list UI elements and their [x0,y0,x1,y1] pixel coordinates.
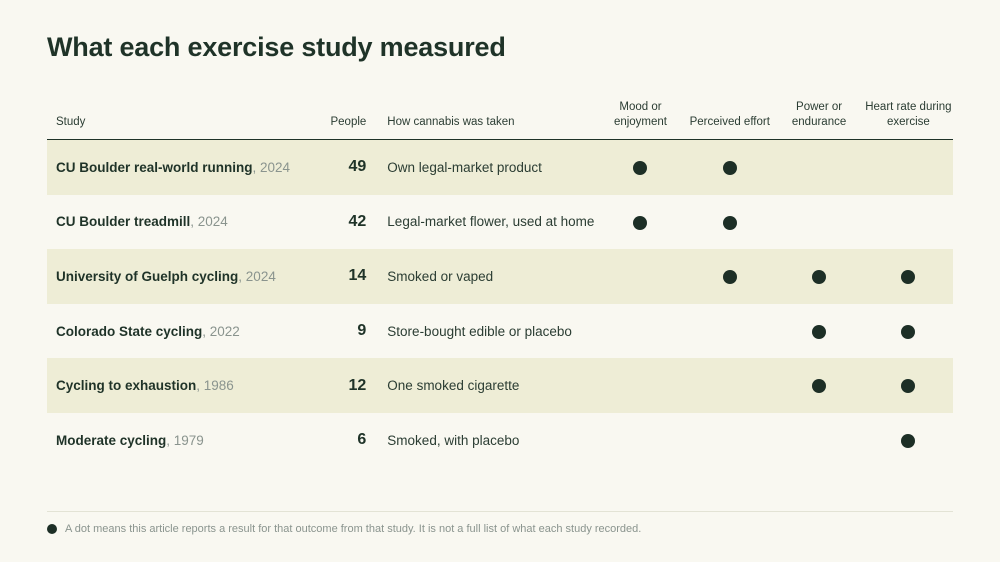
header-method: How cannabis was taken [387,115,515,128]
dot-icon [812,324,827,339]
outcome-cell [864,323,953,339]
study-cell: CU Boulder real-world running, 2024 [47,160,312,175]
dot-icon [812,270,827,285]
outcome-cell [596,214,685,230]
page-title: What each exercise study measured [47,32,506,62]
dot-icon [722,161,737,176]
study-name: Moderate cycling [56,432,167,448]
outcome-cell [864,433,953,448]
dot-icon [633,215,648,230]
study-year: , 1979 [166,432,204,448]
study-name: CU Boulder treadmill [56,214,191,230]
outcome-cell [774,323,863,339]
header-effort: Perceived effort [689,115,770,128]
study-year: , 2024 [238,268,276,284]
dot-icon [901,379,916,394]
people-count: 42 [348,212,367,230]
study-cell: Moderate cycling, 1979 [47,433,312,448]
method-text: One smoked cigarette [387,378,520,394]
people-count: 6 [357,431,367,449]
dot-icon [722,270,737,285]
header-mood: Mood or enjoyment [613,101,667,128]
table-row: Colorado State cycling, 2022 9 Store-bough… [47,304,953,359]
study-table: Study People How cannabis was taken Mood… [47,84,953,468]
study-year: , 2024 [252,159,291,175]
outcome-cell [685,214,774,230]
method-text: Own legal-market product [387,159,542,175]
table-row: Cycling to exhaustion, 1986 12 One smoked … [47,358,953,413]
footnote-text: A dot means this article reports a resul… [65,523,642,535]
outcome-cell [685,269,774,285]
people-count: 14 [348,267,367,285]
outcome-cell [685,160,774,176]
header-heart-rate: Heart rate during exercise [865,101,952,128]
method-text: Store-bought edible or placebo [387,323,572,339]
header-people: People [330,115,367,128]
outcome-cell [864,269,953,285]
dot-icon [47,524,57,534]
dot-icon [812,379,827,394]
dot-icon [901,324,916,339]
method-text: Smoked, with placebo [387,432,520,448]
outcome-cell [774,269,863,285]
outcome-cell [774,378,863,394]
header-power: Power or endurance [791,101,847,128]
table-row: CU Boulder real-world running, 2024 49 Own… [47,140,953,195]
dot-icon [633,161,648,176]
study-cell: Colorado State cycling, 2022 [47,324,312,339]
people-count: 49 [348,158,367,176]
dot-icon [901,270,916,285]
outcome-cell [596,160,685,176]
header-study: Study [56,115,86,128]
dot-icon [722,215,737,230]
study-year: , 2024 [190,214,228,230]
table-row: University of Guelph cycling, 2024 14 Smok… [47,249,953,304]
study-name: University of Guelph cycling [56,268,239,284]
people-count: 12 [348,376,367,394]
outcome-cell [864,378,953,394]
method-text: Legal-market flower, used at home [387,214,595,230]
table-body: CU Boulder real-world running, 2024 49 Own… [47,140,953,468]
table-row: CU Boulder treadmill, 2024 42 Legal-market… [47,195,953,250]
table-row: Moderate cycling, 1979 6 Smoked, with plac… [47,413,953,468]
method-text: Smoked or vaped [387,268,494,284]
study-name: CU Boulder real-world running [56,159,253,175]
table-header: Study People How cannabis was taken Mood… [47,84,953,140]
study-cell: Cycling to exhaustion, 1986 [47,378,312,393]
study-cell: CU Boulder treadmill, 2024 [47,214,312,229]
footnote: A dot means this article reports a resul… [47,511,953,535]
study-name: Cycling to exhaustion [56,378,197,394]
people-count: 9 [357,322,367,340]
study-year: , 1986 [196,378,234,394]
dot-icon [901,433,916,448]
study-cell: University of Guelph cycling, 2024 [47,269,312,284]
study-year: , 2022 [202,323,240,339]
study-name: Colorado State cycling [56,323,203,339]
